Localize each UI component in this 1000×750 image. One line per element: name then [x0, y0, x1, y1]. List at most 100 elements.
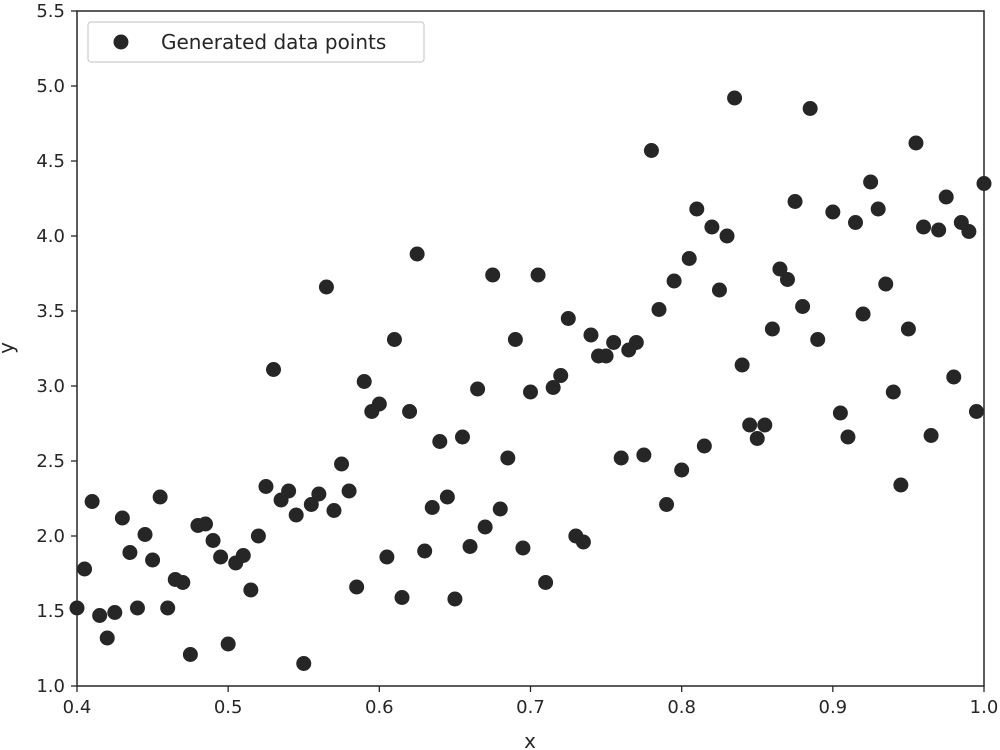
data-point: [318, 279, 334, 295]
data-point: [303, 497, 319, 512]
data-point: [417, 543, 433, 559]
data-point: [636, 447, 652, 463]
plot-frame: [76, 10, 985, 687]
data-point: [681, 251, 697, 266]
y-tick-label: 2.5: [36, 451, 65, 472]
data-point: [326, 503, 342, 518]
data-point: [182, 647, 198, 662]
y-tick-label: 3.0: [36, 376, 65, 397]
data-points: [69, 90, 992, 671]
data-point: [160, 600, 176, 616]
data-point: [152, 489, 168, 505]
data-point: [454, 429, 470, 445]
data-point: [296, 656, 312, 671]
data-point: [598, 348, 614, 364]
data-point: [205, 533, 221, 548]
data-point: [643, 143, 659, 158]
data-point: [492, 501, 508, 517]
data-point: [628, 335, 644, 350]
y-tick-label: 3.5: [36, 301, 65, 322]
data-point: [243, 582, 259, 598]
data-point: [470, 381, 486, 397]
x-tick-label: 0.5: [214, 697, 243, 718]
data-point: [99, 630, 115, 646]
data-point: [689, 201, 705, 217]
y-tick-label: 4.5: [36, 151, 65, 172]
data-point: [848, 215, 864, 230]
x-axis-label: x: [524, 729, 536, 750]
data-point: [810, 332, 826, 347]
data-point: [719, 228, 735, 244]
data-point: [402, 404, 418, 419]
legend-box: [87, 21, 425, 63]
data-point: [349, 579, 365, 595]
data-point: [432, 434, 448, 449]
data-point: [137, 527, 153, 542]
data-point: [371, 396, 387, 412]
data-point: [946, 369, 962, 385]
data-point: [674, 462, 690, 478]
data-point: [938, 189, 954, 205]
data-point: [757, 417, 773, 433]
data-point: [220, 636, 236, 652]
legend: Generated data points: [87, 21, 425, 63]
data-point: [477, 519, 493, 535]
legend-label: Generated data points: [161, 30, 386, 54]
data-point: [250, 528, 266, 544]
data-point: [651, 302, 667, 317]
data-point: [923, 428, 939, 443]
data-point: [606, 335, 622, 350]
data-point: [507, 332, 523, 347]
data-point: [931, 222, 947, 238]
y-tick-label: 1.0: [36, 676, 65, 697]
data-point: [485, 267, 501, 283]
y-axis-label: y: [0, 342, 18, 354]
data-point: [386, 332, 402, 347]
y-tick-label: 5.0: [36, 76, 65, 97]
data-point: [734, 357, 750, 373]
x-tick-label: 0.6: [365, 697, 394, 718]
data-point: [538, 575, 554, 590]
x-tick-label: 0.7: [516, 697, 545, 718]
data-point: [114, 510, 130, 526]
legend-marker: [113, 34, 129, 50]
x-tick-label: 0.9: [819, 697, 848, 718]
data-point: [742, 417, 758, 433]
data-point: [900, 321, 916, 337]
data-point: [530, 267, 546, 283]
data-point: [84, 494, 100, 509]
data-point: [583, 327, 599, 343]
data-point: [311, 486, 327, 502]
data-point: [281, 483, 297, 499]
data-point: [175, 575, 191, 590]
data-point: [288, 507, 304, 523]
data-point: [916, 219, 932, 235]
data-point: [258, 479, 274, 494]
data-point: [379, 549, 395, 565]
data-point: [878, 276, 894, 292]
data-point: [840, 429, 856, 445]
y-tick-label: 4.0: [36, 226, 65, 247]
data-point: [553, 368, 569, 383]
data-point: [523, 384, 538, 400]
data-point: [893, 477, 909, 493]
data-point: [515, 540, 531, 556]
data-point: [961, 224, 977, 239]
data-point: [500, 450, 516, 466]
y-tick-label: 5.5: [36, 1, 65, 22]
data-point: [787, 194, 803, 209]
data-point: [727, 90, 743, 106]
data-point: [145, 552, 161, 568]
data-point: [863, 174, 879, 190]
data-point: [356, 374, 372, 389]
y-tick-label: 1.5: [36, 601, 65, 622]
data-point: [575, 534, 591, 550]
data-point: [122, 545, 138, 560]
data-point: [825, 204, 841, 220]
data-point: [832, 405, 848, 421]
data-point: [772, 261, 788, 277]
data-point: [213, 549, 229, 565]
y-tick-label: 2.0: [36, 526, 65, 547]
data-point: [764, 321, 780, 337]
